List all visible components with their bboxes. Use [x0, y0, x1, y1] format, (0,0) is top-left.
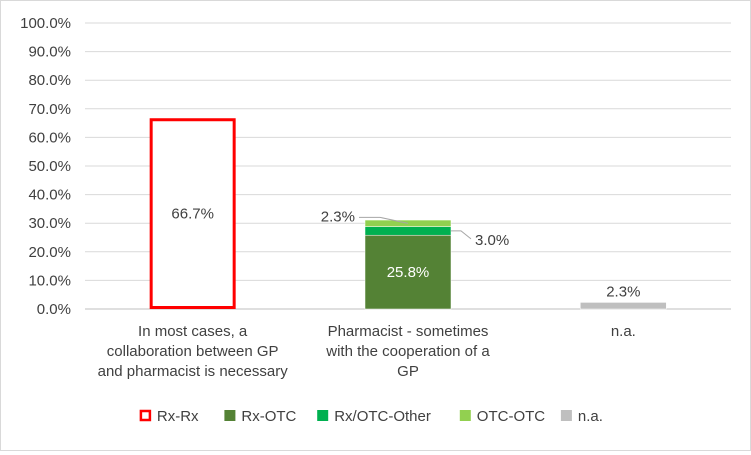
legend-swatch	[560, 410, 572, 421]
leader-line	[359, 216, 409, 224]
data-labels: 66.7% 25.8% 3.0% 2.3% 2.3%	[171, 206, 640, 301]
category-label-line: In most cases, a	[138, 323, 248, 340]
legend-swatch	[317, 410, 329, 421]
data-label: 2.3%	[321, 208, 355, 225]
y-tick-label: 80.0%	[28, 72, 71, 89]
category-label-line: Pharmacist - sometimes	[328, 323, 489, 340]
category-label-line: collaboration between GP	[107, 343, 279, 360]
y-tick-label: 10.0%	[28, 272, 71, 289]
category-label: In most cases, a collaboration between GP…	[98, 323, 289, 380]
y-tick-label: 40.0%	[28, 187, 71, 204]
bar-segment	[580, 302, 667, 310]
category-label-line: GP	[397, 363, 419, 380]
y-tick-label: 90.0%	[28, 44, 71, 61]
y-axis-ticks: 0.0% 10.0% 20.0% 30.0% 40.0% 50.0% 60.0% 70.0% 8…	[20, 15, 71, 318]
y-tick-label: 50.0%	[28, 158, 71, 175]
bar-segment	[149, 118, 236, 309]
y-tick-label: 70.0%	[28, 101, 71, 118]
data-label: 2.3%	[606, 283, 640, 300]
category-label-line: n.a.	[611, 323, 636, 340]
category-label-line: and pharmacist is necessary	[98, 363, 289, 380]
y-tick-label: 100.0%	[20, 15, 71, 32]
data-label: 66.7%	[171, 206, 214, 223]
category-label: Pharmacist - sometimes with the cooperati…	[325, 323, 490, 380]
legend-label: Rx/OTC-Other	[334, 408, 431, 425]
data-label: 25.8%	[387, 264, 430, 281]
legend-swatch	[459, 410, 471, 421]
legend: Rx-Rx Rx-OTC Rx/OTC-Other OTC-OTC n.a.	[139, 408, 603, 425]
y-tick-label: 60.0%	[28, 129, 71, 146]
x-axis-categories: In most cases, a collaboration between GP…	[98, 323, 636, 380]
legend-label: n.a.	[578, 408, 603, 425]
bars	[149, 118, 667, 310]
legend-swatch	[224, 410, 236, 421]
y-tick-label: 20.0%	[28, 244, 71, 261]
y-tick-label: 0.0%	[37, 301, 71, 318]
leader-line	[451, 230, 472, 240]
legend-label: OTC-OTC	[477, 408, 545, 425]
y-tick-label: 30.0%	[28, 215, 71, 232]
category-label: n.a.	[611, 323, 636, 340]
legend-swatch	[139, 409, 152, 422]
category-label-line: with the cooperation of a	[325, 343, 490, 360]
legend-label: Rx-Rx	[157, 408, 199, 425]
legend-label: Rx-OTC	[241, 408, 296, 425]
bar-segment	[364, 226, 452, 236]
data-label: 3.0%	[475, 232, 509, 249]
bar-segment	[364, 234, 452, 310]
